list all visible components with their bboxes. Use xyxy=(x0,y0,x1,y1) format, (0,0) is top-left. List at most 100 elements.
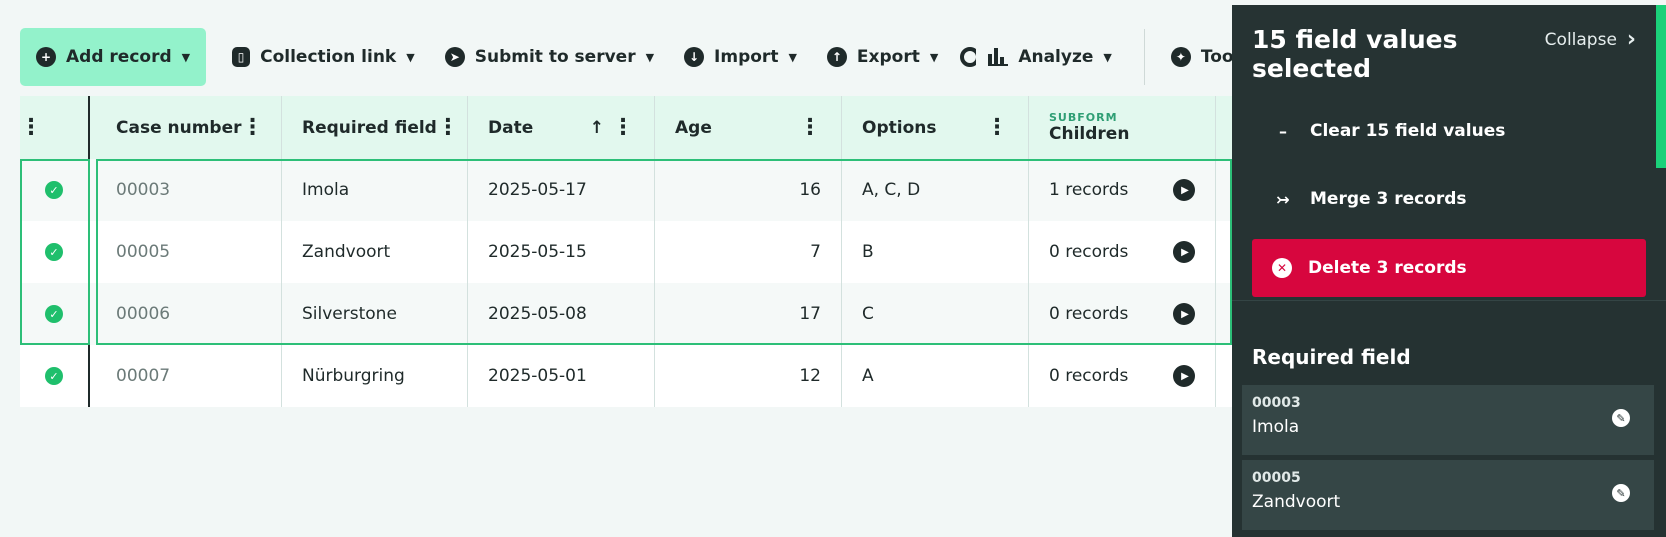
date-cell[interactable]: 2025-05-01 xyxy=(468,345,655,407)
plus-icon: + xyxy=(36,47,56,67)
case-number-cell[interactable]: 00003 xyxy=(96,159,282,221)
column-header-options[interactable]: Options ⋮ xyxy=(842,96,1029,159)
kebab-icon: ⋮ xyxy=(20,114,42,140)
column-label: Children xyxy=(1049,124,1130,144)
eye-icon xyxy=(960,47,977,67)
column-header-children[interactable]: SUBFORM Children xyxy=(1029,96,1216,159)
case-number-cell[interactable]: 00007 xyxy=(96,345,282,407)
clear-values-label: Clear 15 field values xyxy=(1310,121,1506,141)
clear-values-button[interactable]: – Clear 15 field values xyxy=(1252,97,1646,165)
row-select-cell[interactable]: ✓ xyxy=(20,221,90,283)
submit-to-server-button[interactable]: ➤ Submit to server ▼ xyxy=(429,28,668,86)
table-row[interactable]: ✓ 00006 Silverstone 2025-05-08 17 C 0 re… xyxy=(20,283,1232,345)
options-cell[interactable]: A xyxy=(842,345,1029,407)
kebab-icon[interactable]: ⋮ xyxy=(799,114,821,140)
children-count: 0 records xyxy=(1049,304,1129,324)
age-cell[interactable]: 12 xyxy=(655,345,842,407)
date-cell[interactable]: 2025-05-15 xyxy=(468,221,655,283)
age-cell[interactable]: 16 xyxy=(655,159,842,221)
required-field-cell[interactable]: Zandvoort xyxy=(282,221,468,283)
collapse-button[interactable]: Collapse › xyxy=(1545,27,1636,52)
analyze-button[interactable]: Analyze ▼ xyxy=(952,28,1126,86)
chevron-right-icon: › xyxy=(1626,27,1636,52)
case-number-cell[interactable]: 00005 xyxy=(96,221,282,283)
options-cell[interactable]: A, C, D xyxy=(842,159,1029,221)
age-cell[interactable]: 7 xyxy=(655,221,842,283)
options-cell[interactable]: C xyxy=(842,283,1029,345)
export-icon: ↑ xyxy=(826,47,847,67)
merge-records-button[interactable]: ↣ Merge 3 records xyxy=(1252,165,1646,233)
date-cell[interactable]: 2025-05-08 xyxy=(468,283,655,345)
delete-records-button[interactable]: ✕ Delete 3 records xyxy=(1252,239,1646,297)
add-record-label: Add record xyxy=(66,47,172,67)
play-icon[interactable]: ▶ xyxy=(1173,179,1195,201)
kebab-icon[interactable]: ⋮ xyxy=(241,114,264,140)
kebab-icon[interactable]: ⋮ xyxy=(612,114,634,140)
play-icon[interactable]: ▶ xyxy=(1173,241,1195,263)
row-menu-header[interactable]: ⋮ xyxy=(20,96,90,159)
phone-icon: ▯ xyxy=(232,47,251,67)
table-row[interactable]: ✓ 00003 Imola 2025-05-17 16 A, C, D 1 re… xyxy=(20,159,1232,221)
play-icon[interactable]: ▶ xyxy=(1173,303,1195,325)
field-values-section: Required field 00003 Imola ✎ 00005 Zandv… xyxy=(1232,301,1666,530)
collection-link-label: Collection link xyxy=(260,47,397,67)
kebab-icon[interactable]: ⋮ xyxy=(986,114,1008,140)
column-label: Age xyxy=(675,117,712,138)
required-field-cell[interactable]: Imola xyxy=(282,159,468,221)
scrollbar-thumb[interactable] xyxy=(1656,5,1666,168)
caret-down-icon: ▼ xyxy=(788,50,797,64)
children-cell[interactable]: 0 records ▶ xyxy=(1029,345,1216,407)
column-header-age[interactable]: Age ⋮ xyxy=(655,96,842,159)
options-cell[interactable]: B xyxy=(842,221,1029,283)
field-value-card[interactable]: 00003 Imola ✎ xyxy=(1242,385,1654,455)
delete-records-label: Delete 3 records xyxy=(1308,258,1467,278)
merge-icon: ↣ xyxy=(1276,189,1290,209)
import-button[interactable]: ↓ Import ▼ xyxy=(668,28,811,86)
required-field-cell[interactable]: Silverstone xyxy=(282,283,468,345)
play-icon[interactable]: ▶ xyxy=(1173,365,1195,387)
field-value: Zandvoort xyxy=(1252,492,1341,512)
column-label: Required field xyxy=(302,117,437,138)
toolbar-divider xyxy=(1143,29,1145,85)
analyze-label: Analyze xyxy=(1018,47,1094,67)
children-count: 1 records xyxy=(1049,180,1129,200)
required-field-cell[interactable]: Nürburgring xyxy=(282,345,468,407)
case-number-cell[interactable]: 00006 xyxy=(96,283,282,345)
check-circle-icon: ✓ xyxy=(45,181,63,199)
import-label: Import xyxy=(714,47,779,67)
pencil-icon[interactable]: ✎ xyxy=(1612,409,1630,427)
row-select-cell[interactable]: ✓ xyxy=(20,283,90,345)
children-count: 0 records xyxy=(1049,242,1129,262)
caret-down-icon: ▼ xyxy=(645,50,655,64)
children-cell[interactable]: 1 records ▶ xyxy=(1029,159,1216,221)
row-select-cell[interactable]: ✓ xyxy=(20,159,90,221)
age-cell[interactable]: 17 xyxy=(655,283,842,345)
children-cell[interactable]: 0 records ▶ xyxy=(1029,283,1216,345)
field-record-id: 00003 xyxy=(1252,395,1301,411)
close-circle-icon: ✕ xyxy=(1272,258,1292,278)
column-header-case-number[interactable]: Case number ⋮ xyxy=(96,96,282,159)
sort-ascending-icon[interactable]: ↑ xyxy=(589,117,604,138)
date-cell[interactable]: 2025-05-17 xyxy=(468,159,655,221)
table-row[interactable]: ✓ 00005 Zandvoort 2025-05-15 7 B 0 recor… xyxy=(20,221,1232,283)
collapse-label: Collapse xyxy=(1544,29,1617,50)
column-header-required-field[interactable]: Required field ⋮ xyxy=(282,96,468,159)
toolbar: + Add record ▼ ▯ Collection link ▼ ➤ Sub… xyxy=(20,28,1264,86)
field-value-card[interactable]: 00005 Zandvoort ✎ xyxy=(1242,460,1654,530)
bar-chart-icon xyxy=(988,48,1009,66)
wrench-icon: ✦ xyxy=(1170,47,1191,67)
table-row[interactable]: ✓ 00007 Nürburgring 2025-05-01 12 A 0 re… xyxy=(20,345,1232,407)
caret-down-icon: ▼ xyxy=(406,50,415,64)
column-label: Date xyxy=(488,117,534,138)
caret-down-icon: ▼ xyxy=(929,50,939,64)
records-table: ⋮ Case number ⋮ Required field ⋮ Date ↑ ⋮… xyxy=(20,96,1232,407)
pencil-icon[interactable]: ✎ xyxy=(1612,484,1630,502)
kebab-icon[interactable]: ⋮ xyxy=(436,114,459,140)
column-header-date[interactable]: Date ↑ ⋮ xyxy=(468,96,655,159)
collection-link-button[interactable]: ▯ Collection link ▼ xyxy=(216,28,429,86)
export-button[interactable]: ↑ Export ▼ xyxy=(811,28,952,86)
children-cell[interactable]: 0 records ▶ xyxy=(1029,221,1216,283)
add-record-button[interactable]: + Add record ▼ xyxy=(20,28,207,86)
section-title: Required field xyxy=(1252,345,1411,369)
row-select-cell[interactable]: ✓ xyxy=(20,345,90,407)
